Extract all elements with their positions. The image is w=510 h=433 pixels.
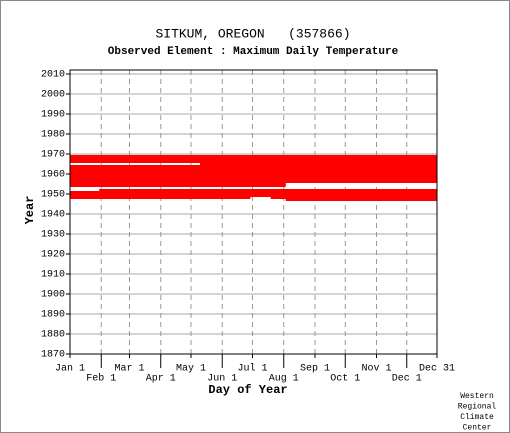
- data-bar: [70, 191, 437, 193]
- y-tick-label: 1920: [41, 250, 65, 261]
- y-tick-label: 1890: [41, 310, 65, 321]
- x-tick-label: Oct 1: [330, 374, 360, 385]
- x-tick-label: Jan 1: [55, 364, 85, 375]
- data-bar: [70, 157, 437, 159]
- data-bar: [70, 181, 437, 183]
- credit: Climate: [460, 413, 494, 422]
- x-tick-label: Feb 1: [86, 373, 116, 385]
- x-tick-label: Sep 1: [300, 364, 330, 375]
- data-bar: [270, 197, 437, 199]
- data-bar: [200, 163, 437, 165]
- y-tick-label: 1880: [41, 330, 65, 341]
- data-bar: [70, 165, 437, 167]
- data-bar: [70, 195, 437, 197]
- chart-subtitle: Observed Element : Maximum Daily Tempera…: [108, 46, 399, 58]
- x-tick-label: Jun 1: [207, 374, 237, 385]
- x-tick-label: Aug 1: [269, 374, 299, 385]
- data-bar: [70, 175, 437, 177]
- data-bar: [70, 177, 437, 179]
- data-bar: [70, 171, 437, 173]
- data-bar: [70, 167, 437, 169]
- y-tick-label: 1930: [41, 230, 65, 241]
- y-tick-label: 1970: [41, 150, 65, 161]
- x-tick-label: Dec 31: [419, 364, 455, 375]
- x-tick-label: Mar 1: [114, 364, 144, 375]
- y-tick-label: 1990: [41, 110, 65, 121]
- x-tick-label: May 1: [176, 364, 206, 375]
- data-bar: [70, 197, 251, 199]
- y-tick-label: 1940: [41, 210, 65, 221]
- x-tick-label: Apr 1: [146, 374, 176, 385]
- data-bar: [70, 155, 437, 157]
- credit: Regional: [458, 403, 497, 412]
- y-tick-label: 1960: [41, 170, 65, 181]
- y-tick-label: 1900: [41, 290, 65, 301]
- data-bar: [70, 179, 437, 181]
- y-tick-label: 1910: [41, 270, 65, 281]
- plot-border: [69, 69, 438, 355]
- data-bar: [70, 173, 437, 175]
- y-tick-label: 1980: [41, 130, 65, 141]
- x-axis-label: Day of Year: [208, 383, 287, 397]
- data-bar: [285, 199, 437, 201]
- x-tick-label: Nov 1: [361, 364, 391, 375]
- chart-title: SITKUM, OREGON (357866): [155, 26, 350, 41]
- data-bar: [70, 183, 286, 185]
- y-tick-label: 1950: [41, 190, 65, 201]
- x-tick-label: Dec 1: [392, 374, 422, 385]
- data-bar: [70, 161, 437, 163]
- y-tick-label: 2000: [41, 90, 65, 101]
- data-bar: [99, 189, 437, 191]
- credit: Western: [460, 392, 494, 401]
- data-bar: [70, 185, 286, 187]
- y-tick-label: 1870: [41, 350, 65, 361]
- x-tick-label: Jul 1: [237, 363, 267, 375]
- y-tick-label: 2010: [41, 70, 65, 81]
- credit: Center: [463, 424, 492, 433]
- data-bar: [70, 159, 437, 161]
- y-axis-label: Year: [23, 196, 37, 225]
- data-bar: [70, 193, 437, 195]
- data-bar: [70, 169, 437, 171]
